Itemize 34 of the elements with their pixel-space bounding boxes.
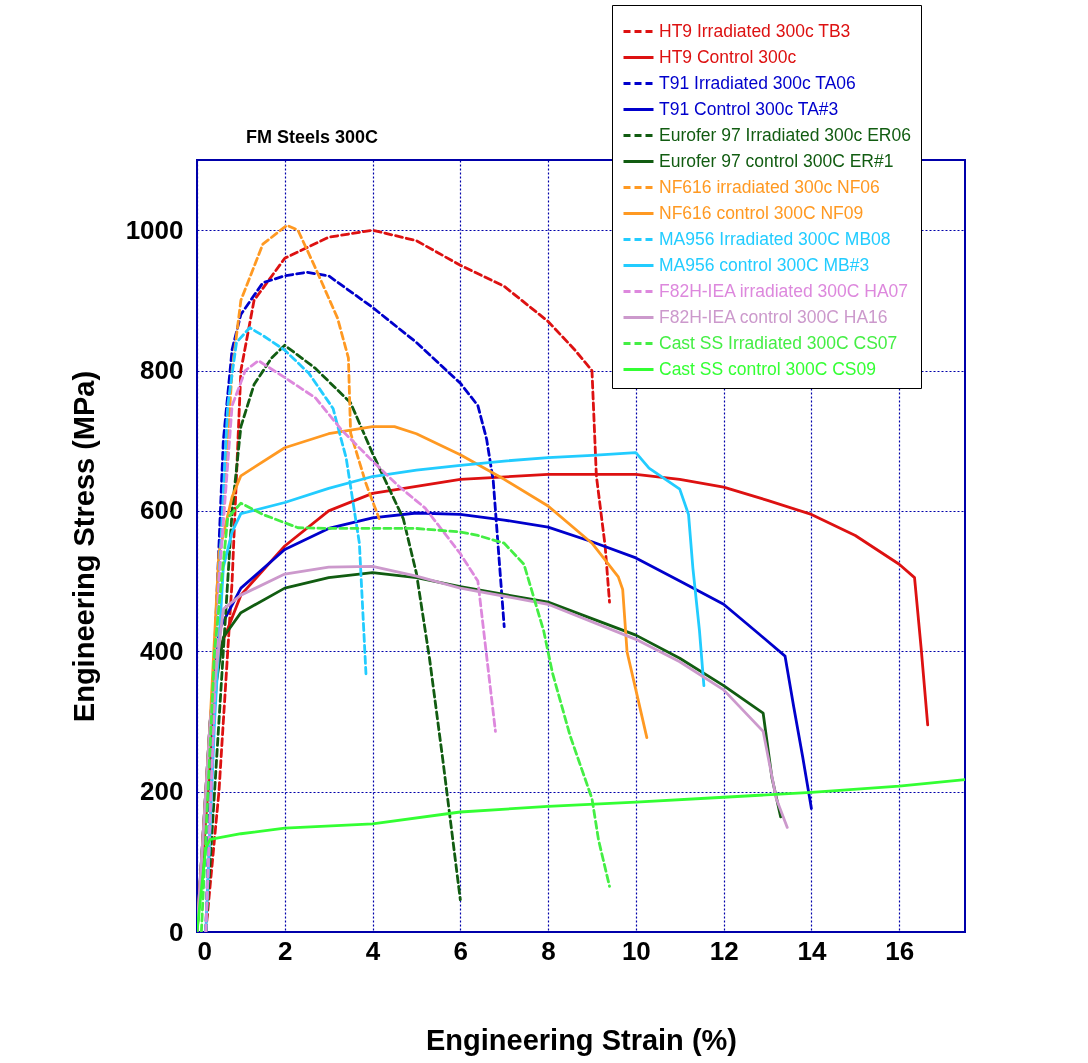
y-tick-label: 1000: [125, 214, 184, 245]
legend-label: MA956 Irradiated 300C MB08: [659, 228, 891, 249]
line-series: [197, 778, 965, 932]
legend-label: MA956 control 300C MB#3: [659, 254, 870, 275]
legend-label: NF616 irradiated 300c NF06: [659, 176, 880, 197]
legend-label: Eurofer 97 control 300C ER#1: [659, 150, 894, 171]
legend-label: HT9 Irradiated 300c TB3: [659, 20, 851, 41]
legend-label: T91 Irradiated 300c TA06: [659, 72, 856, 93]
x-tick-label: 4: [365, 935, 381, 966]
line-series: [199, 501, 611, 932]
y-tick-label: 600: [140, 495, 184, 526]
legend-label: Cast SS control 300C CS09: [659, 358, 876, 379]
y-tick-label: 800: [140, 355, 184, 386]
legend-label: NF616 control 300C NF09: [659, 202, 864, 223]
y-tick-label: 200: [140, 776, 184, 807]
legend-label: Cast SS Irradiated 300C CS07: [659, 332, 898, 353]
x-tick-label: 0: [197, 935, 212, 966]
legend-label: Eurofer 97 Irradiated 300c ER06: [659, 124, 911, 145]
x-axis-title: Engineering Strain (%): [426, 1023, 737, 1056]
chart-title: FM Steels 300C: [245, 127, 379, 147]
x-tick-label: 14: [797, 935, 827, 966]
x-tick-label: 6: [453, 935, 469, 966]
legend-label: F82H-IEA control 300C HA16: [659, 306, 888, 327]
y-axis-title: Engineering Stress (MPa): [67, 370, 100, 723]
x-tick-label: 16: [885, 935, 915, 966]
y-tick-label: 400: [140, 635, 184, 666]
x-tick-label: 10: [621, 935, 651, 966]
x-tick-label: 12: [709, 935, 739, 966]
y-tick-label: 0: [169, 916, 184, 947]
x-tick-label: 2: [278, 935, 293, 966]
legend-label: F82H-IEA irradiated 300C HA07: [659, 280, 909, 301]
legend-label: T91 Control 300c TA#3: [659, 98, 839, 119]
legend-label: HT9 Control 300c: [659, 46, 797, 67]
x-tick-label: 8: [541, 935, 556, 966]
